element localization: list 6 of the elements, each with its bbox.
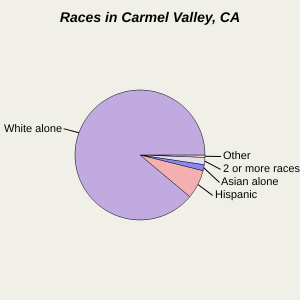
slice-label: 2 or more races xyxy=(223,163,300,175)
slice-label: Hispanic xyxy=(215,189,258,201)
slice-label: Asian alone xyxy=(221,176,278,188)
chart-title: Races in Carmel Valley, CA xyxy=(60,8,240,25)
slice-label: Other xyxy=(223,150,251,162)
slice-label: White alone xyxy=(4,123,62,135)
